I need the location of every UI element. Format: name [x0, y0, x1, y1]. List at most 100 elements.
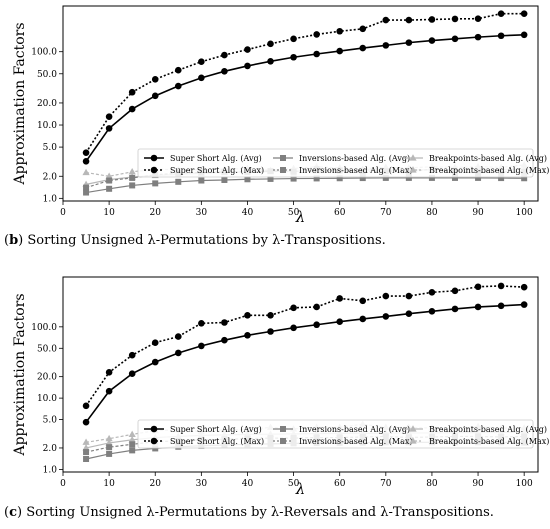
data-point	[290, 175, 297, 182]
x-tick-label: 60	[334, 479, 346, 489]
y-tick-label: 50.0	[37, 70, 57, 80]
data-point	[428, 289, 436, 296]
legend-label: Super Short Alg. (Max)	[170, 437, 264, 446]
data-point	[128, 436, 136, 443]
y-tick-label: 5.0	[43, 416, 58, 426]
data-point	[451, 287, 459, 295]
data-point	[82, 149, 90, 156]
data-point	[105, 439, 113, 446]
data-point	[105, 125, 113, 132]
x-tick-label: 20	[150, 208, 162, 218]
x-tick-label: 50	[288, 208, 300, 218]
x-tick-label: 30	[196, 208, 208, 218]
data-point	[382, 16, 390, 24]
data-point	[174, 82, 182, 90]
data-point	[290, 304, 297, 312]
legend-label: Breakpoints-based Alg. (Max)	[429, 437, 549, 446]
plot-frame	[62, 276, 539, 473]
data-point	[174, 66, 182, 74]
data-point	[267, 175, 274, 182]
data-point	[106, 185, 113, 192]
caption-c: (c) Sorting Unsigned λ-Permutations by λ…	[4, 505, 494, 520]
data-point	[105, 369, 113, 376]
legend-label: Breakpoints-based Alg. (Avg)	[429, 425, 547, 434]
data-point	[82, 158, 90, 165]
data-point	[151, 358, 159, 366]
data-point	[267, 328, 274, 335]
data-point	[336, 47, 343, 55]
series-0	[82, 301, 528, 426]
x-axis-label: λ	[295, 480, 306, 498]
legend-swatch-marker	[150, 425, 158, 433]
data-point	[336, 295, 343, 302]
x-tick-label: 70	[380, 479, 392, 489]
data-point	[382, 292, 390, 300]
data-point	[497, 302, 505, 310]
legend-label: Super Short Alg. (Max)	[170, 166, 264, 175]
data-point	[128, 168, 136, 175]
data-point	[198, 342, 205, 350]
data-point	[520, 283, 528, 291]
data-point	[82, 168, 90, 176]
data-point	[105, 387, 113, 395]
data-point	[521, 175, 528, 182]
x-tick-label: 70	[380, 208, 392, 218]
y-tick-label: 10.0	[37, 121, 57, 131]
data-point	[336, 27, 343, 35]
data-point	[128, 105, 136, 113]
data-point	[359, 44, 367, 52]
legend-swatch-marker	[150, 437, 158, 445]
data-point	[474, 283, 482, 291]
y-axis-label: Approximation Factors	[12, 293, 28, 456]
data-point	[221, 51, 228, 59]
y-tick-label: 1.0	[43, 465, 58, 475]
data-point	[313, 303, 320, 311]
data-point	[405, 292, 413, 300]
data-point	[359, 175, 366, 182]
x-tick-label: 100	[516, 479, 533, 489]
data-point	[428, 308, 436, 315]
data-point	[105, 113, 113, 120]
data-point	[497, 10, 505, 17]
y-tick-label: 50.0	[37, 344, 57, 354]
legend-swatch-marker	[409, 154, 417, 161]
data-point	[128, 351, 136, 359]
data-point	[520, 10, 528, 17]
data-point	[129, 174, 136, 181]
x-tick-label: 10	[103, 479, 115, 489]
series-1	[82, 282, 528, 410]
y-tick-label: 2.0	[43, 172, 58, 182]
data-point	[244, 62, 251, 70]
data-point	[451, 35, 459, 43]
data-point	[151, 92, 159, 100]
series-line	[85, 177, 525, 194]
legend-box	[137, 419, 534, 449]
x-axis-label: λ	[295, 208, 306, 226]
data-point	[82, 438, 90, 445]
data-point	[82, 418, 90, 426]
data-point	[198, 58, 205, 66]
data-point	[313, 321, 320, 329]
y-tick-label: 20.0	[37, 99, 57, 109]
legend-label: Inversions-based Alg. (Max)	[299, 437, 412, 446]
data-point	[105, 434, 113, 442]
data-point	[267, 40, 274, 48]
legend-swatch-marker	[280, 167, 286, 173]
data-point	[174, 349, 182, 357]
data-point	[290, 324, 297, 332]
plot-frame	[62, 5, 539, 202]
y-tick-label: 2.0	[43, 444, 58, 454]
data-point	[221, 68, 228, 75]
data-point	[83, 456, 90, 463]
y-tick-label: 10.0	[37, 394, 57, 404]
data-point	[82, 402, 90, 410]
data-point	[474, 33, 482, 41]
data-point	[336, 318, 343, 326]
x-tick-label: 100	[516, 208, 533, 218]
data-point	[359, 315, 367, 323]
data-point	[106, 177, 113, 184]
data-point	[221, 176, 228, 183]
series-2	[83, 174, 528, 196]
data-point	[520, 31, 528, 39]
data-point	[474, 303, 482, 311]
